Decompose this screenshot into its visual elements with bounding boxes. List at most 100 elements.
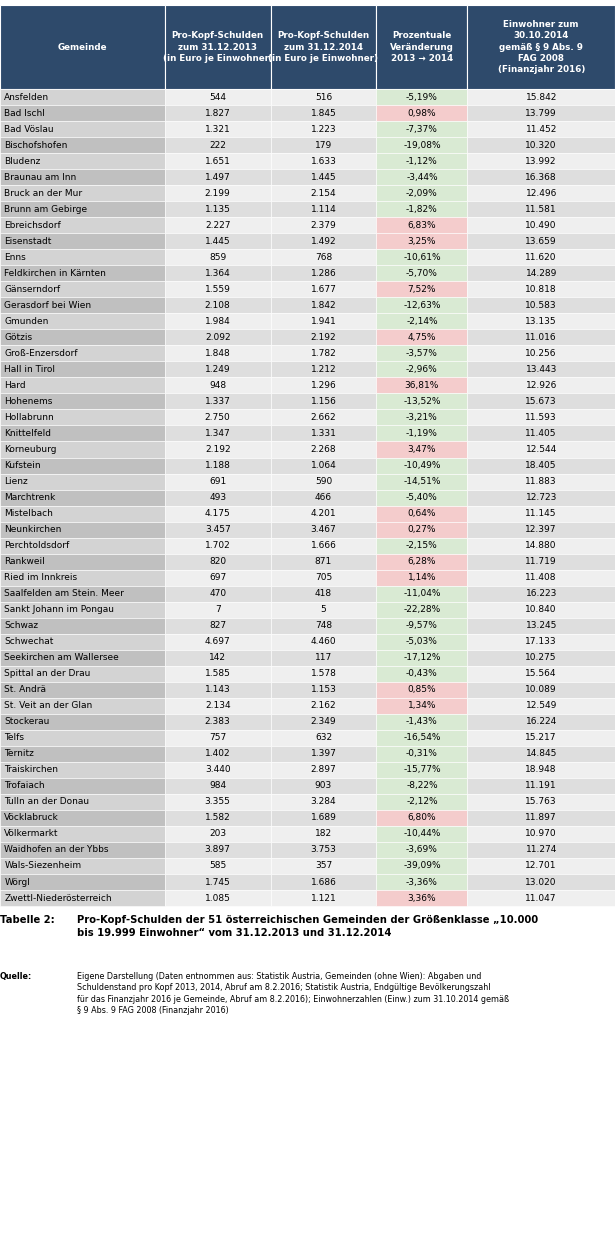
Text: -7,37%: -7,37% [406,125,438,134]
Text: 2.897: 2.897 [311,766,336,774]
Text: -1,19%: -1,19% [406,429,438,438]
FancyBboxPatch shape [376,538,467,554]
FancyBboxPatch shape [467,891,615,905]
Text: 2.092: 2.092 [205,333,231,341]
FancyBboxPatch shape [376,265,467,281]
FancyBboxPatch shape [271,393,376,409]
FancyBboxPatch shape [467,265,615,281]
FancyBboxPatch shape [165,633,271,649]
Text: 12.549: 12.549 [525,701,557,710]
FancyBboxPatch shape [271,875,376,891]
FancyBboxPatch shape [271,601,376,617]
FancyBboxPatch shape [271,297,376,313]
FancyBboxPatch shape [0,569,165,585]
Text: 493: 493 [209,494,226,502]
Text: -10,44%: -10,44% [403,830,440,839]
FancyBboxPatch shape [376,329,467,345]
Text: 357: 357 [315,861,332,871]
Text: 1.582: 1.582 [205,814,231,823]
Text: Quelle:: Quelle: [0,971,32,981]
Text: 470: 470 [209,589,226,599]
FancyBboxPatch shape [376,730,467,746]
FancyBboxPatch shape [165,585,271,601]
Text: 11.145: 11.145 [525,510,557,518]
Text: Völkermarkt: Völkermarkt [4,830,59,839]
Text: 11.047: 11.047 [525,893,557,903]
Text: Hollabrunn: Hollabrunn [4,413,54,422]
Text: -2,14%: -2,14% [406,317,438,325]
FancyBboxPatch shape [271,169,376,186]
FancyBboxPatch shape [165,442,271,458]
FancyBboxPatch shape [165,5,271,89]
FancyBboxPatch shape [165,714,271,730]
FancyBboxPatch shape [271,778,376,794]
Text: 859: 859 [209,252,226,262]
FancyBboxPatch shape [0,842,165,858]
FancyBboxPatch shape [376,458,467,474]
FancyBboxPatch shape [271,842,376,858]
FancyBboxPatch shape [467,538,615,554]
Text: 1.188: 1.188 [205,461,231,470]
FancyBboxPatch shape [376,202,467,218]
FancyBboxPatch shape [467,345,615,361]
Text: 6,28%: 6,28% [408,557,436,567]
Text: 1.848: 1.848 [205,349,231,357]
Text: 179: 179 [315,141,332,150]
Text: Bruck an der Mur: Bruck an der Mur [4,189,82,198]
FancyBboxPatch shape [165,554,271,570]
Text: 3.897: 3.897 [205,845,231,855]
Text: 10.320: 10.320 [525,141,557,150]
Text: 1.114: 1.114 [311,204,336,214]
FancyBboxPatch shape [271,506,376,522]
FancyBboxPatch shape [376,426,467,442]
FancyBboxPatch shape [271,313,376,329]
FancyBboxPatch shape [0,409,165,426]
FancyBboxPatch shape [165,202,271,218]
Text: 12.496: 12.496 [525,189,557,198]
Text: 10.089: 10.089 [525,685,557,694]
FancyBboxPatch shape [376,554,467,570]
Text: 6,83%: 6,83% [408,220,436,230]
Text: 3.355: 3.355 [205,798,231,807]
FancyBboxPatch shape [165,506,271,522]
FancyBboxPatch shape [0,265,165,281]
Text: Wörgl: Wörgl [4,877,30,887]
Text: 13.659: 13.659 [525,236,557,246]
Text: -1,82%: -1,82% [406,204,438,214]
Text: 871: 871 [315,557,332,567]
FancyBboxPatch shape [467,826,615,842]
FancyBboxPatch shape [165,762,271,778]
FancyBboxPatch shape [165,345,271,361]
FancyBboxPatch shape [376,810,467,826]
Text: Lienz: Lienz [4,477,28,486]
Text: Ried im Innkreis: Ried im Innkreis [4,573,77,583]
Text: Seekirchen am Wallersee: Seekirchen am Wallersee [4,653,119,662]
FancyBboxPatch shape [467,218,615,234]
FancyBboxPatch shape [376,377,467,393]
Text: Telfs: Telfs [4,734,25,742]
Text: 1.445: 1.445 [205,236,231,246]
Text: 11.620: 11.620 [525,252,557,262]
FancyBboxPatch shape [165,746,271,762]
Text: -3,57%: -3,57% [406,349,438,357]
Text: 466: 466 [315,494,332,502]
FancyBboxPatch shape [165,281,271,297]
FancyBboxPatch shape [467,810,615,826]
Text: Saalfelden am Stein. Meer: Saalfelden am Stein. Meer [4,589,124,599]
Text: 10.818: 10.818 [525,285,557,294]
Text: Hohenems: Hohenems [4,397,53,406]
Text: Tulln an der Donau: Tulln an der Donau [4,798,89,807]
FancyBboxPatch shape [165,826,271,842]
Text: 1.559: 1.559 [205,285,231,294]
FancyBboxPatch shape [165,490,271,506]
FancyBboxPatch shape [467,426,615,442]
FancyBboxPatch shape [165,329,271,345]
Text: 516: 516 [315,93,332,101]
Text: Ternitz: Ternitz [4,750,34,758]
Text: 3,47%: 3,47% [408,445,436,454]
FancyBboxPatch shape [165,313,271,329]
FancyBboxPatch shape [271,426,376,442]
Text: 10.583: 10.583 [525,301,557,309]
FancyBboxPatch shape [467,186,615,202]
FancyBboxPatch shape [467,361,615,377]
